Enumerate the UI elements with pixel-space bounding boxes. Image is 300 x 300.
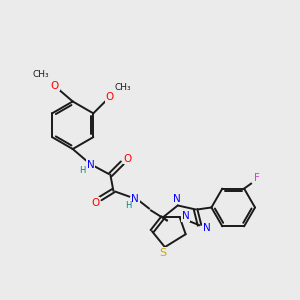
Text: CH₃: CH₃ <box>33 70 49 79</box>
Text: O: O <box>51 81 59 91</box>
Text: N: N <box>87 160 94 170</box>
Text: S: S <box>159 248 167 258</box>
Text: H: H <box>125 201 131 210</box>
Text: N: N <box>202 223 210 233</box>
Text: N: N <box>131 194 139 203</box>
Text: N: N <box>173 194 181 203</box>
Text: F: F <box>254 173 260 183</box>
Text: H: H <box>80 166 86 175</box>
Text: O: O <box>105 92 113 103</box>
Text: CH₃: CH₃ <box>115 83 131 92</box>
Text: N: N <box>182 212 190 221</box>
Text: O: O <box>123 154 131 164</box>
Text: O: O <box>92 197 100 208</box>
